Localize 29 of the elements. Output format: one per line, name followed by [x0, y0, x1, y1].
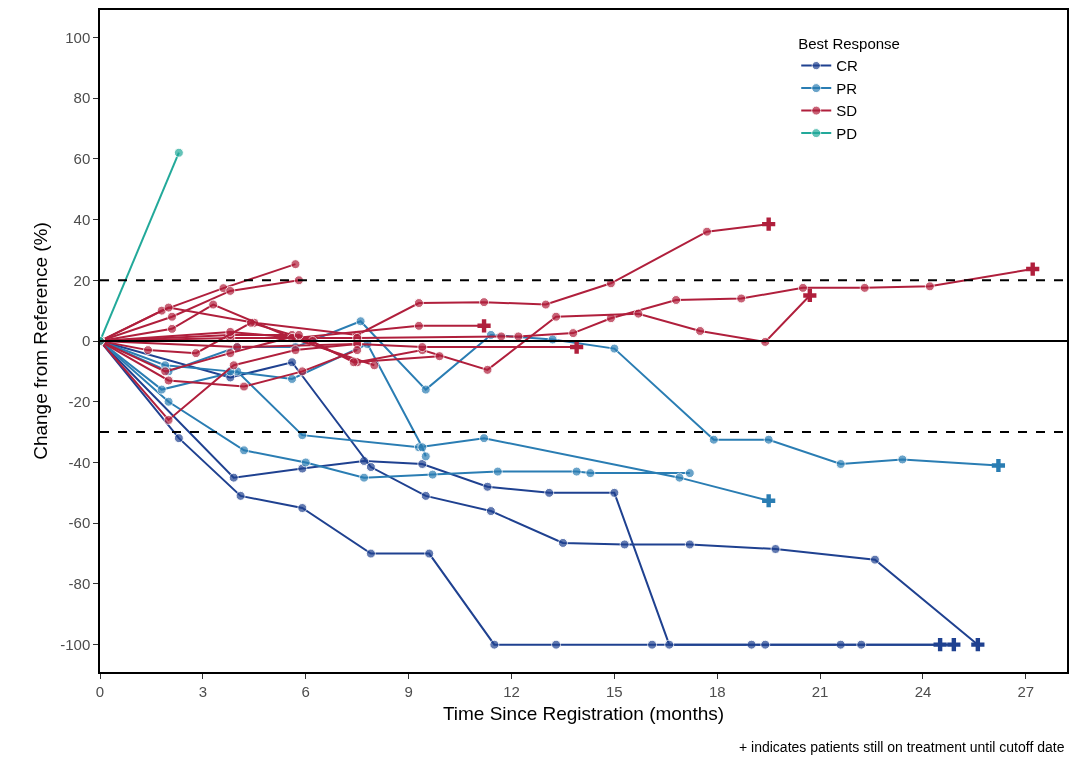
legend-label: CR [836, 57, 859, 75]
x-tick-label: 9 [404, 682, 413, 700]
y-tick-label: 80 [73, 89, 91, 107]
y-tick-label: -100 [60, 635, 91, 653]
x-tick-label: 6 [301, 682, 310, 700]
legend-label: SD [836, 102, 858, 120]
x-tick-label: 21 [811, 682, 829, 700]
y-tick-label: -40 [68, 453, 91, 471]
y-tick-label: -60 [68, 514, 91, 532]
x-tick-label: 27 [1017, 682, 1035, 700]
y-tick-label: 100 [65, 28, 91, 46]
x-tick-label: 18 [708, 682, 726, 700]
y-tick-label: 60 [73, 150, 91, 168]
x-tick-label: 24 [914, 682, 932, 700]
x-tick-label: 15 [606, 682, 623, 700]
y-tick-label: 0 [81, 332, 91, 350]
y-tick-label: 20 [73, 271, 91, 289]
legend-title: Best Response [798, 35, 900, 53]
y-axis-title: Change from Reference (%) [29, 222, 51, 460]
legend-label: PD [836, 124, 858, 142]
y-tick-label: -20 [68, 392, 91, 410]
y-tick-label: 40 [73, 210, 91, 228]
legend-label: PR [836, 79, 858, 97]
x-tick-label: 3 [198, 682, 208, 700]
y-tick-label: -80 [68, 575, 91, 593]
x-axis-title: Time Since Registration (months) [442, 703, 725, 725]
text: + indicates patients still on treatment until cutoff date [739, 739, 1065, 755]
x-tick-label: 0 [95, 682, 105, 700]
x-tick-label: 12 [503, 682, 520, 700]
